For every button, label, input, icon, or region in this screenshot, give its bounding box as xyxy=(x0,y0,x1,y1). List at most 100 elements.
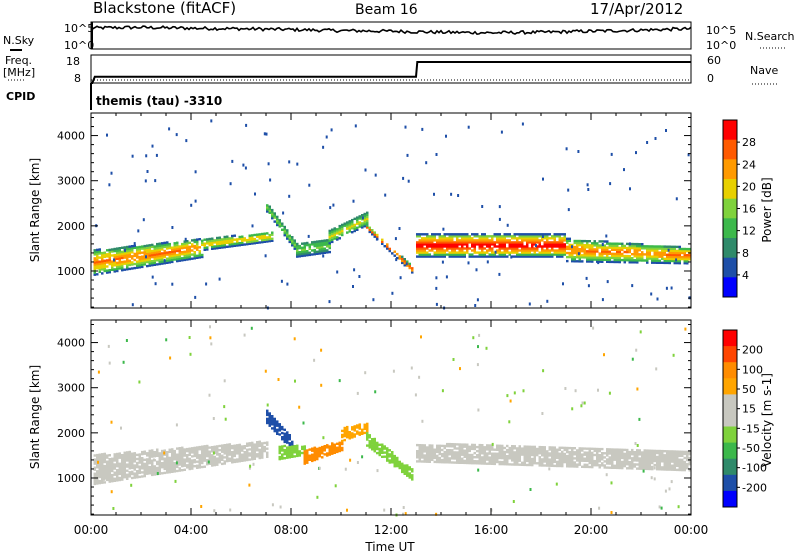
heatmap-cell xyxy=(166,461,169,464)
scatter-point xyxy=(445,275,448,279)
heatmap-cell xyxy=(168,244,171,248)
heatmap-cell xyxy=(123,254,126,257)
heatmap-cell xyxy=(683,452,686,456)
heatmap-cell xyxy=(178,463,181,466)
heatmap-cell xyxy=(223,456,226,459)
heatmap-cell xyxy=(433,448,436,451)
freq-right-tick-top: 60 xyxy=(707,54,721,67)
heatmap-cell xyxy=(161,244,164,247)
heatmap-cell xyxy=(108,462,111,465)
heatmap-cell xyxy=(326,243,329,246)
heatmap-cell xyxy=(473,251,476,254)
heatmap-cell xyxy=(201,241,204,244)
heatmap-cell xyxy=(551,253,554,256)
heatmap-cell xyxy=(481,253,484,256)
heatmap-cell xyxy=(626,461,629,464)
heatmap-cell xyxy=(656,249,659,252)
heatmap-cell xyxy=(646,257,649,260)
heatmap-cell xyxy=(676,257,679,261)
heatmap-cell xyxy=(158,472,161,475)
heatmap-cell xyxy=(258,237,261,240)
heatmap-cell xyxy=(103,471,106,474)
heatmap-cell xyxy=(621,452,624,456)
heatmap-cell xyxy=(348,437,351,440)
heatmap-cell xyxy=(206,246,209,249)
heatmap-cell xyxy=(656,466,659,469)
heatmap-cell xyxy=(341,223,344,227)
heatmap-cell xyxy=(431,255,434,258)
heatmap-cell xyxy=(616,250,619,254)
heatmap-cell xyxy=(346,434,349,437)
scatter-point xyxy=(522,389,525,393)
heatmap-cell xyxy=(536,239,539,242)
heatmap-cell xyxy=(123,461,126,465)
heatmap-cell xyxy=(653,455,656,459)
colorbar-swatch xyxy=(723,442,737,460)
heatmap-cell xyxy=(446,457,449,460)
heatmap-cell xyxy=(343,430,346,434)
heatmap-cell xyxy=(526,249,529,252)
heatmap-cell xyxy=(428,454,431,457)
heatmap-cell xyxy=(251,236,254,239)
heatmap-cell xyxy=(168,246,171,250)
heatmap-cell xyxy=(478,239,481,242)
scatter-point xyxy=(608,391,611,395)
heatmap-cell xyxy=(523,233,526,236)
heatmap-cell xyxy=(331,448,334,451)
heatmap-cell xyxy=(156,244,159,248)
scatter-point xyxy=(546,299,549,303)
heatmap-cell xyxy=(656,251,659,254)
heatmap-cell xyxy=(131,456,134,459)
heatmap-cell xyxy=(438,245,441,248)
heatmap-cell xyxy=(451,241,454,244)
heatmap-cell xyxy=(416,235,419,238)
heatmap-cell xyxy=(606,250,609,253)
heatmap-cell xyxy=(453,445,456,448)
heatmap-cell xyxy=(606,258,609,261)
heatmap-cell xyxy=(518,241,521,244)
heatmap-cell xyxy=(203,465,206,468)
heatmap-cell xyxy=(626,248,629,252)
heatmap-cell xyxy=(486,251,489,254)
heatmap-cell xyxy=(281,228,284,231)
heatmap-cell xyxy=(513,451,516,454)
heatmap-cell xyxy=(101,481,104,484)
heatmap-cell xyxy=(553,454,556,457)
heatmap-cell xyxy=(133,456,136,459)
heatmap-cell xyxy=(478,235,481,238)
heatmap-cell xyxy=(181,460,184,464)
heatmap-cell xyxy=(98,264,101,267)
heatmap-cell xyxy=(331,446,334,449)
heatmap-cell xyxy=(606,458,609,461)
heatmap-cell xyxy=(503,251,506,254)
heatmap-cell xyxy=(648,455,651,458)
scatter-point xyxy=(650,292,653,296)
heatmap-cell xyxy=(121,470,124,473)
heatmap-cell xyxy=(351,231,354,234)
heatmap-cell xyxy=(351,432,354,435)
heatmap-cell xyxy=(201,461,204,465)
heatmap-cell xyxy=(281,427,284,431)
heatmap-cell xyxy=(163,463,166,466)
heatmap-cell xyxy=(651,261,654,264)
heatmap-cell xyxy=(553,245,556,248)
heatmap-cell xyxy=(518,453,521,456)
heatmap-cell xyxy=(523,247,526,250)
heatmap-cell xyxy=(551,460,554,463)
heatmap-cell xyxy=(358,215,361,218)
heatmap-cell xyxy=(371,233,374,236)
heatmap-cell xyxy=(476,255,479,258)
heatmap-cell xyxy=(181,464,184,468)
heatmap-cell xyxy=(533,243,536,246)
heatmap-cell xyxy=(471,237,474,240)
heatmap-cell xyxy=(243,457,246,460)
heatmap-cell xyxy=(298,450,301,453)
heatmap-cell xyxy=(533,249,536,252)
heatmap-cell xyxy=(203,457,206,460)
heatmap-cell xyxy=(353,429,356,432)
heatmap-cell xyxy=(621,464,624,468)
heatmap-cell xyxy=(673,245,676,248)
heatmap-cell xyxy=(636,259,639,262)
heatmap-cell xyxy=(558,245,561,248)
heatmap-cell xyxy=(316,453,319,457)
